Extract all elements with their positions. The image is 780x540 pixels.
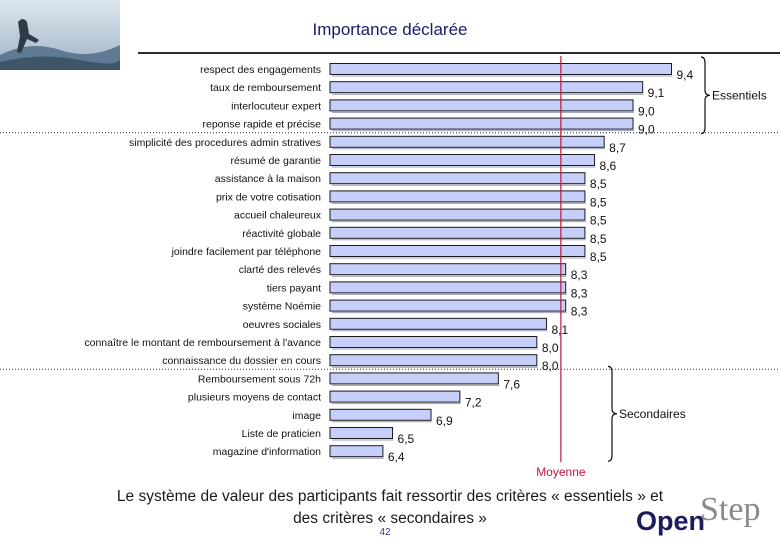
value-label: 8,3 [571,286,588,300]
value-label: 7,2 [465,396,482,410]
category-label: assistance à la maison [215,173,321,185]
bar [329,299,567,312]
page-number: 42 [379,527,391,538]
value-label: 8,5 [590,195,607,209]
group-brace [607,365,618,462]
value-label: 8,3 [571,268,588,282]
category-label: Remboursement sous 72h [198,373,321,385]
bar-chart: respect des engagements taux de rembourse… [0,56,780,479]
title-underline [138,52,780,54]
category-label: Liste de praticien [242,428,322,440]
bar [329,427,394,439]
category-label: clarté des relevés [239,264,321,276]
bar [329,372,499,385]
category-label: respect des engagements [200,64,321,76]
bar [329,317,547,330]
footer-line-1: Le système de valeur des participants fa… [116,488,664,505]
bar [329,81,644,94]
value-label: 8,0 [542,341,559,355]
value-label: 6,5 [398,432,415,446]
bar [329,390,461,403]
bar [329,408,432,421]
footer-line-2: des critères « secondaires » [293,510,487,527]
decorative-photo [0,0,120,70]
value-label: 8,1 [551,323,568,337]
category-label: magazine d'information [213,446,321,458]
category-label: joindre facilement par téléphone [171,246,322,258]
value-label: 9,0 [638,123,655,137]
bars [329,63,673,459]
category-label: connaissance du dossier en cours [162,355,321,367]
group-braces: Essentiels Secondaires [607,56,767,462]
value-label: 9,4 [677,68,694,82]
category-label: résumé de garantie [231,155,322,167]
bar [329,245,586,257]
category-label: simplicité des procedures admin strative… [129,137,321,149]
openstep-logo: Open Step [636,492,760,536]
mean-line-label: Moyenne [536,465,586,479]
category-label: accueil chaleureux [234,210,322,222]
bar [329,63,673,75]
bar [329,281,567,294]
group-label: Essentiels [712,88,767,102]
value-label: 8,5 [590,232,607,246]
bar [329,190,586,203]
bar [329,154,596,166]
bar [329,226,586,239]
value-label: 8,3 [571,305,588,319]
category-label: plusieurs moyens de contact [188,392,321,404]
value-label: 8,0 [542,359,559,373]
value-label: 8,5 [590,250,607,264]
value-label: 8,7 [609,141,626,155]
bar [329,117,634,130]
bar [329,99,634,112]
value-label: 8,5 [590,214,607,228]
value-label: 8,5 [590,177,607,191]
bar [329,445,384,458]
group-separators [0,132,780,370]
category-label: oeuvres sociales [243,319,321,331]
bar [329,208,586,221]
category-label: prix de votre cotisation [216,191,321,203]
value-label: 9,0 [638,104,655,118]
category-label: tiers payant [267,282,321,294]
value-label: 6,9 [436,414,453,428]
group-label: Secondaires [619,407,686,421]
category-label: taux de remboursement [210,82,321,94]
category-label: interlocuteur expert [231,100,321,112]
value-label: 6,4 [388,450,405,464]
group-brace [700,56,711,135]
bar [329,135,605,148]
logo-text-open: Open [636,506,705,536]
bar [329,172,586,185]
bar [329,336,538,348]
mean-line-group: Moyenne [536,56,586,479]
category-label: reponse rapide et précise [203,119,322,131]
category-label: connaître le montant de remboursement à … [84,337,321,349]
value-label: 9,1 [648,86,665,100]
bar [329,354,538,367]
logo-text-step: Step [700,492,760,528]
footer-text: Le système de valeur des participants fa… [80,486,700,530]
page-title: Importance déclarée [312,20,468,39]
value-label: 7,6 [503,377,520,391]
value-labels: 9,49,19,09,08,78,68,58,58,58,58,58,38,38… [388,68,694,464]
bar [329,263,567,276]
category-labels: respect des engagements taux de rembourse… [84,64,321,458]
value-label: 8,6 [600,159,617,173]
category-label: image [292,410,321,422]
category-label: système Noémie [243,301,321,313]
category-label: réactivité globale [242,228,321,240]
